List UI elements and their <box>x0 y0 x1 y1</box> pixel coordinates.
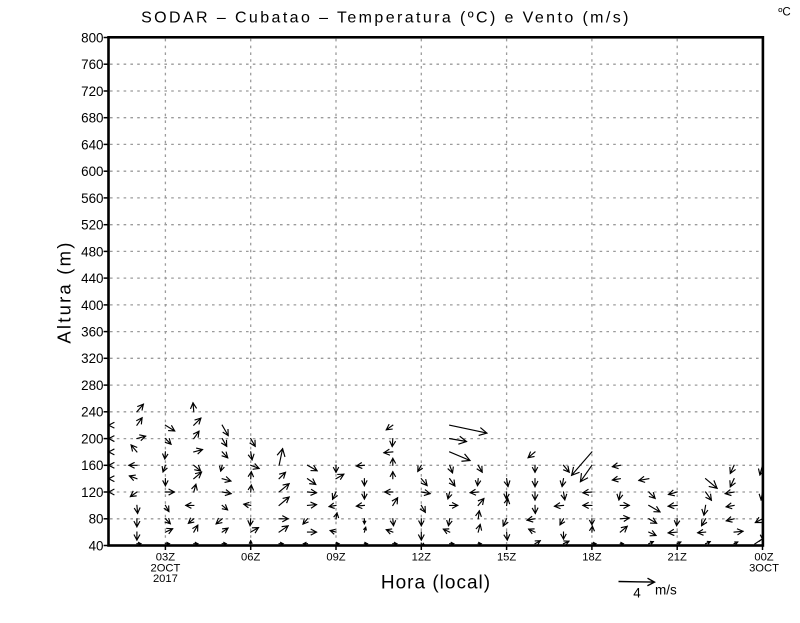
svg-text:120: 120 <box>81 485 103 500</box>
svg-text:400: 400 <box>81 298 103 313</box>
svg-text:03Z: 03Z <box>156 552 175 564</box>
svg-text:18Z: 18Z <box>582 552 601 564</box>
svg-text:640: 640 <box>81 137 103 152</box>
svg-text:320: 320 <box>81 351 103 366</box>
svg-text:ºC: ºC <box>778 7 791 19</box>
svg-text:560: 560 <box>81 191 103 206</box>
svg-text:200: 200 <box>81 432 103 447</box>
svg-text:520: 520 <box>81 218 103 233</box>
svg-text:800: 800 <box>81 30 103 45</box>
svg-text:440: 440 <box>81 271 103 286</box>
svg-text:280: 280 <box>81 378 103 393</box>
svg-text:40: 40 <box>89 538 104 553</box>
svg-text:4: 4 <box>633 586 641 601</box>
svg-text:Altura (m): Altura (m) <box>54 240 75 343</box>
svg-text:SODAR – Cubatao – Temperatura: SODAR – Cubatao – Temperatura (ºC) e Ven… <box>141 9 631 26</box>
svg-text:80: 80 <box>89 512 104 527</box>
svg-text:15Z: 15Z <box>497 552 516 564</box>
svg-text:680: 680 <box>81 111 103 126</box>
svg-text:3OCT: 3OCT <box>749 563 779 575</box>
svg-text:760: 760 <box>81 57 103 72</box>
svg-text:480: 480 <box>81 244 103 259</box>
svg-text:00Z: 00Z <box>754 552 773 564</box>
svg-text:600: 600 <box>81 164 103 179</box>
svg-text:21Z: 21Z <box>668 552 687 564</box>
svg-text:160: 160 <box>81 458 103 473</box>
svg-text:2OCT: 2OCT <box>150 563 180 575</box>
svg-text:Hora (local): Hora (local) <box>381 573 491 594</box>
svg-text:360: 360 <box>81 325 103 340</box>
svg-text:09Z: 09Z <box>326 552 345 564</box>
svg-text:720: 720 <box>81 84 103 99</box>
svg-text:240: 240 <box>81 405 103 420</box>
svg-text:2017: 2017 <box>153 573 178 585</box>
svg-text:m/s: m/s <box>655 583 677 598</box>
svg-text:12Z: 12Z <box>412 552 431 564</box>
svg-text:06Z: 06Z <box>241 552 260 564</box>
